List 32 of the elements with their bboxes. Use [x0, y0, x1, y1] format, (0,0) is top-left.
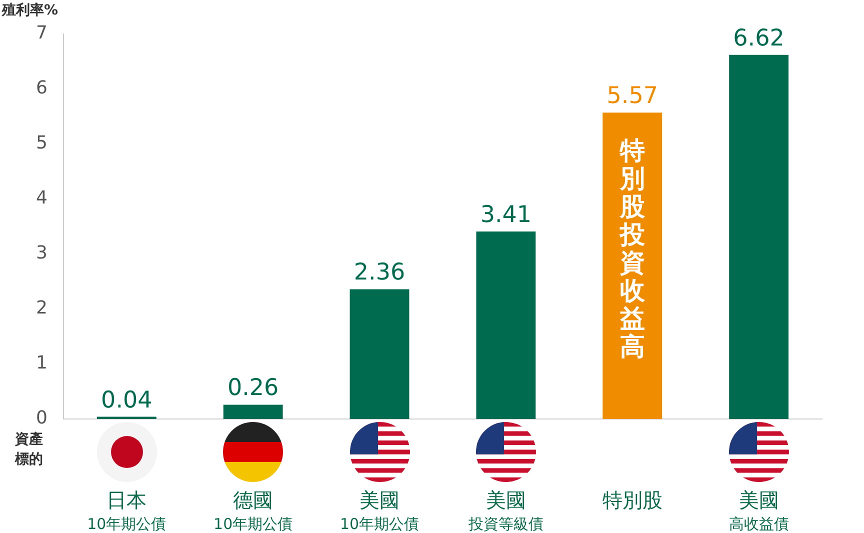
bar — [350, 289, 410, 419]
bar — [729, 54, 788, 419]
y-tick-label: 2 — [36, 298, 48, 319]
text: 10年期公債 — [340, 515, 420, 533]
x-tick-label: 美國 — [738, 488, 779, 512]
y-tick-label: 4 — [36, 188, 48, 209]
y-tick-label: 7 — [36, 22, 48, 44]
text: 資產標的 — [14, 432, 43, 468]
data-label: 6.62 — [733, 25, 784, 52]
text: 高收益債 — [728, 515, 789, 533]
x-tick-label: 美國 — [486, 488, 526, 512]
x-tick-label: 美國 — [360, 488, 400, 512]
data-label: 2.36 — [354, 260, 406, 286]
y-axis-title: 殖利率% — [1, 2, 58, 19]
data-label: 0.26 — [227, 375, 279, 402]
x-tick-label: 特別股 — [602, 488, 662, 512]
x-tick-label: 德國 — [233, 488, 274, 512]
text: 10年期公債 — [87, 515, 166, 533]
y-tick-label: 0 — [36, 408, 48, 429]
data-label: 5.57 — [606, 83, 658, 110]
y-tick-label: 6 — [36, 78, 48, 99]
text: 投資等級債 — [467, 515, 544, 533]
annotation: 特別股投資收益高 — [618, 136, 646, 362]
bar — [476, 231, 536, 419]
x-tick-label: 日本 — [106, 488, 147, 512]
text: 10年期公債 — [214, 515, 293, 533]
bar — [223, 404, 283, 419]
y-tick-label: 5 — [36, 132, 48, 154]
data-label: 0.04 — [101, 387, 152, 414]
y-tick-label: 3 — [36, 242, 48, 264]
y-tick-label: 1 — [36, 352, 48, 374]
data-label: 3.41 — [480, 202, 532, 228]
